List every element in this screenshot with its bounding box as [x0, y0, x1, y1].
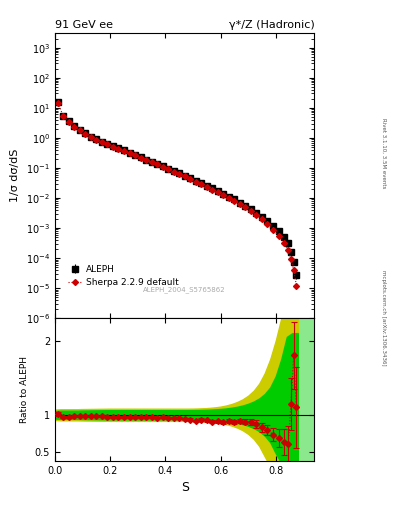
Legend: ALEPH, Sherpa 2.2.9 default: ALEPH, Sherpa 2.2.9 default: [65, 261, 183, 291]
Y-axis label: 1/σ dσ/dS: 1/σ dσ/dS: [10, 149, 20, 202]
Text: γ*/Z (Hadronic): γ*/Z (Hadronic): [229, 20, 314, 30]
Bar: [288, 318, 314, 461]
X-axis label: S: S: [181, 481, 189, 494]
Text: mcplots.cern.ch [arXiv:1306.3436]: mcplots.cern.ch [arXiv:1306.3436]: [381, 270, 386, 365]
Text: Rivet 3.1.10, 3.5M events: Rivet 3.1.10, 3.5M events: [381, 118, 386, 189]
Text: ALEPH_2004_S5765862: ALEPH_2004_S5765862: [143, 286, 226, 293]
Text: 91 GeV ee: 91 GeV ee: [55, 20, 113, 30]
Y-axis label: Ratio to ALEPH: Ratio to ALEPH: [20, 356, 29, 423]
